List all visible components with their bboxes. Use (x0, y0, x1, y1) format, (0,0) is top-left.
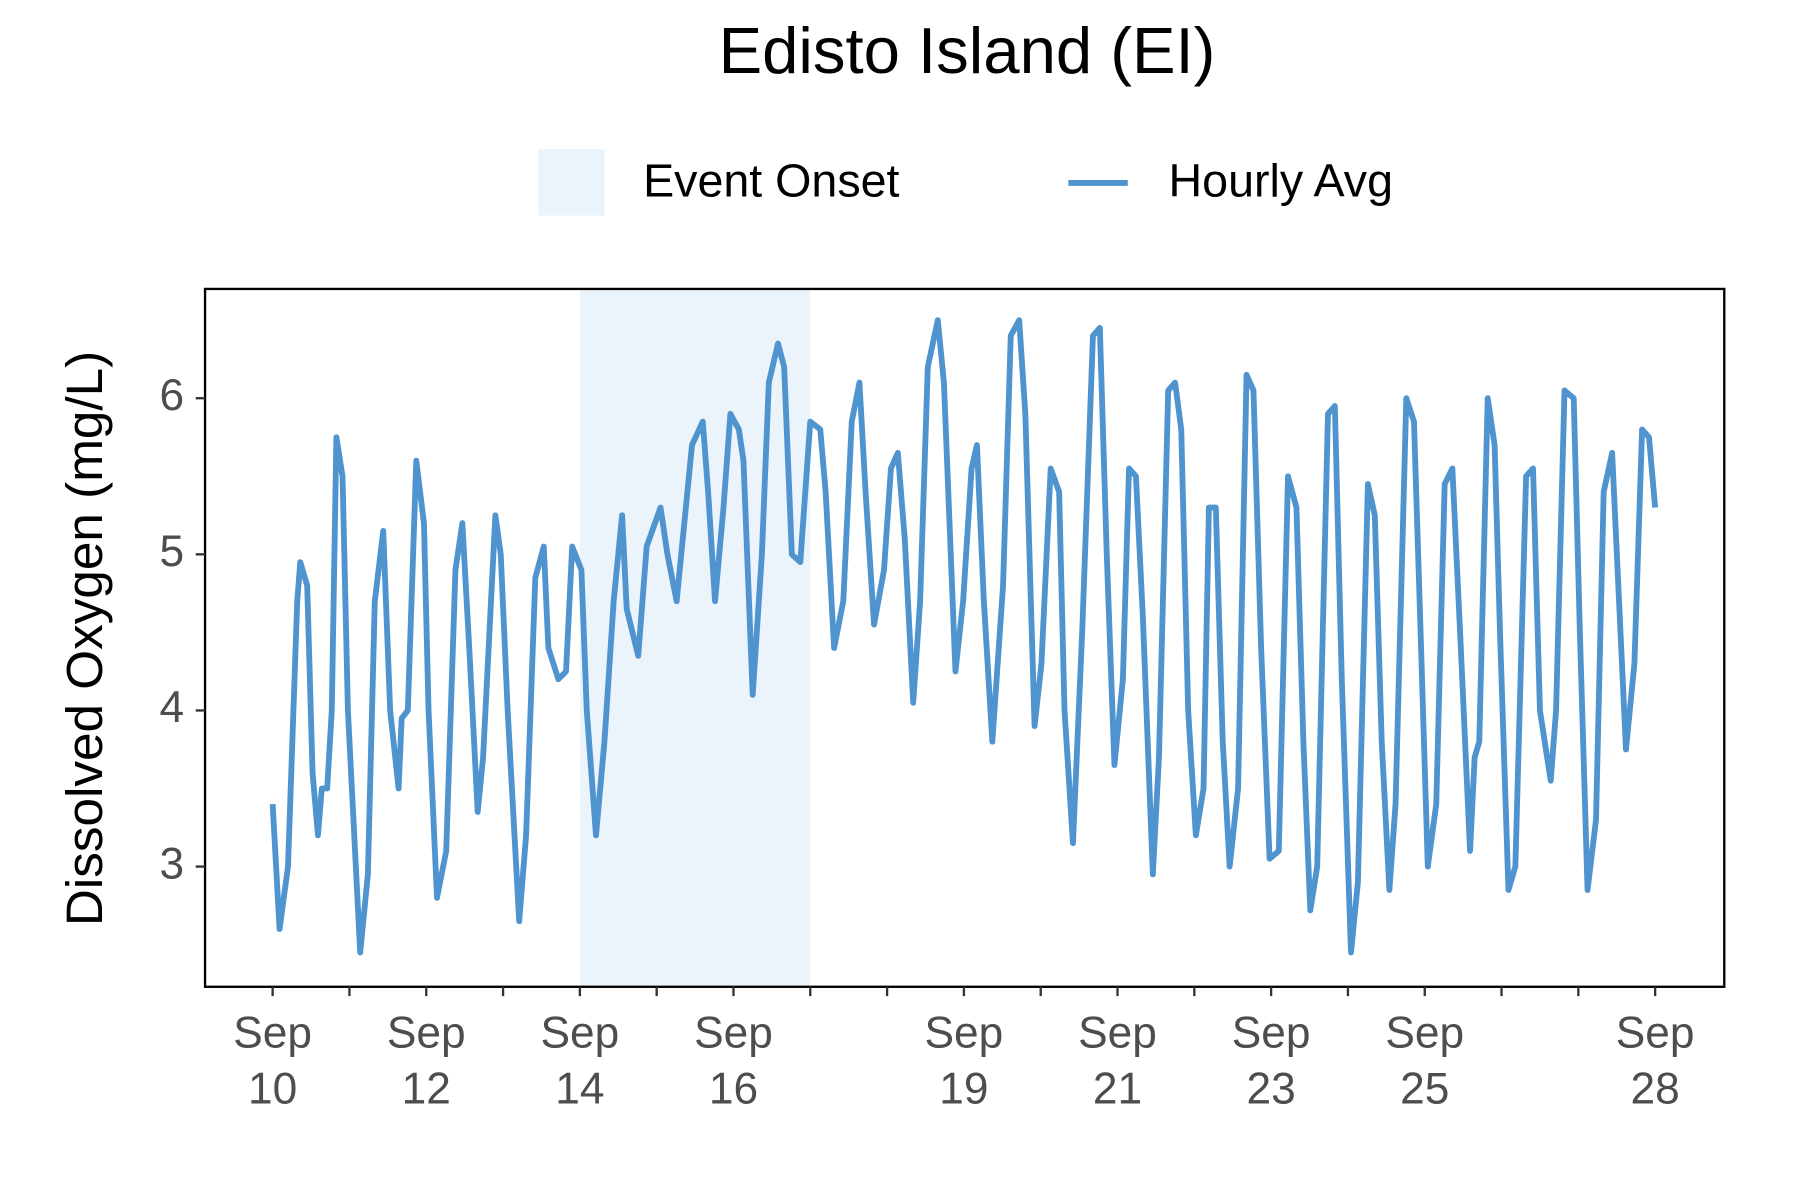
x-tick-label: Sep 23 (1231, 1008, 1311, 1114)
x-tick-label-box: Sep 23 (1231, 1008, 1311, 1114)
x-tick-label-box: Sep 12 (386, 1008, 466, 1114)
x-tick-label: Sep 28 (1615, 1008, 1695, 1114)
x-tick-label: Sep 10 (233, 1008, 313, 1114)
x-tick-label: Sep 16 (694, 1008, 773, 1114)
shaded-region (579, 288, 811, 987)
x-tick-label: Sep 12 (386, 1008, 466, 1114)
x-tick-label-box: Sep 28 (1615, 1008, 1695, 1114)
x-tick-label-box: Sep 10 (233, 1008, 313, 1114)
chart-title: Edisto Island (EI) (719, 14, 1216, 87)
legend-swatch (538, 149, 605, 216)
plot-border (203, 287, 1726, 988)
x-tick-label: Sep 19 (924, 1008, 1004, 1114)
x-tick-label-box: Sep 16 (694, 1008, 773, 1114)
x-tick-label-box: Sep 25 (1385, 1008, 1465, 1114)
x-tick-label-box: Sep 19 (924, 1008, 1004, 1114)
y-tick-label: 5 (159, 527, 184, 576)
legend-label: Event Onset (643, 154, 899, 206)
y-tick-label: 3 (159, 839, 184, 888)
legend-label: Hourly Avg (1169, 154, 1393, 206)
x-tick-label-box: Sep 14 (540, 1008, 620, 1114)
y-tick-label: 6 (159, 371, 184, 420)
x-tick-label-box: Sep 21 (1078, 1008, 1157, 1114)
y-tick-label: 4 (159, 683, 184, 732)
y-axis-title: Dissolved Oxygen (mg/L) (56, 351, 113, 926)
x-tick-label: Sep 25 (1385, 1008, 1465, 1114)
data-line (269, 317, 1659, 956)
x-tick-label: Sep 14 (540, 1008, 620, 1114)
x-tick-label: Sep 21 (1078, 1008, 1157, 1114)
